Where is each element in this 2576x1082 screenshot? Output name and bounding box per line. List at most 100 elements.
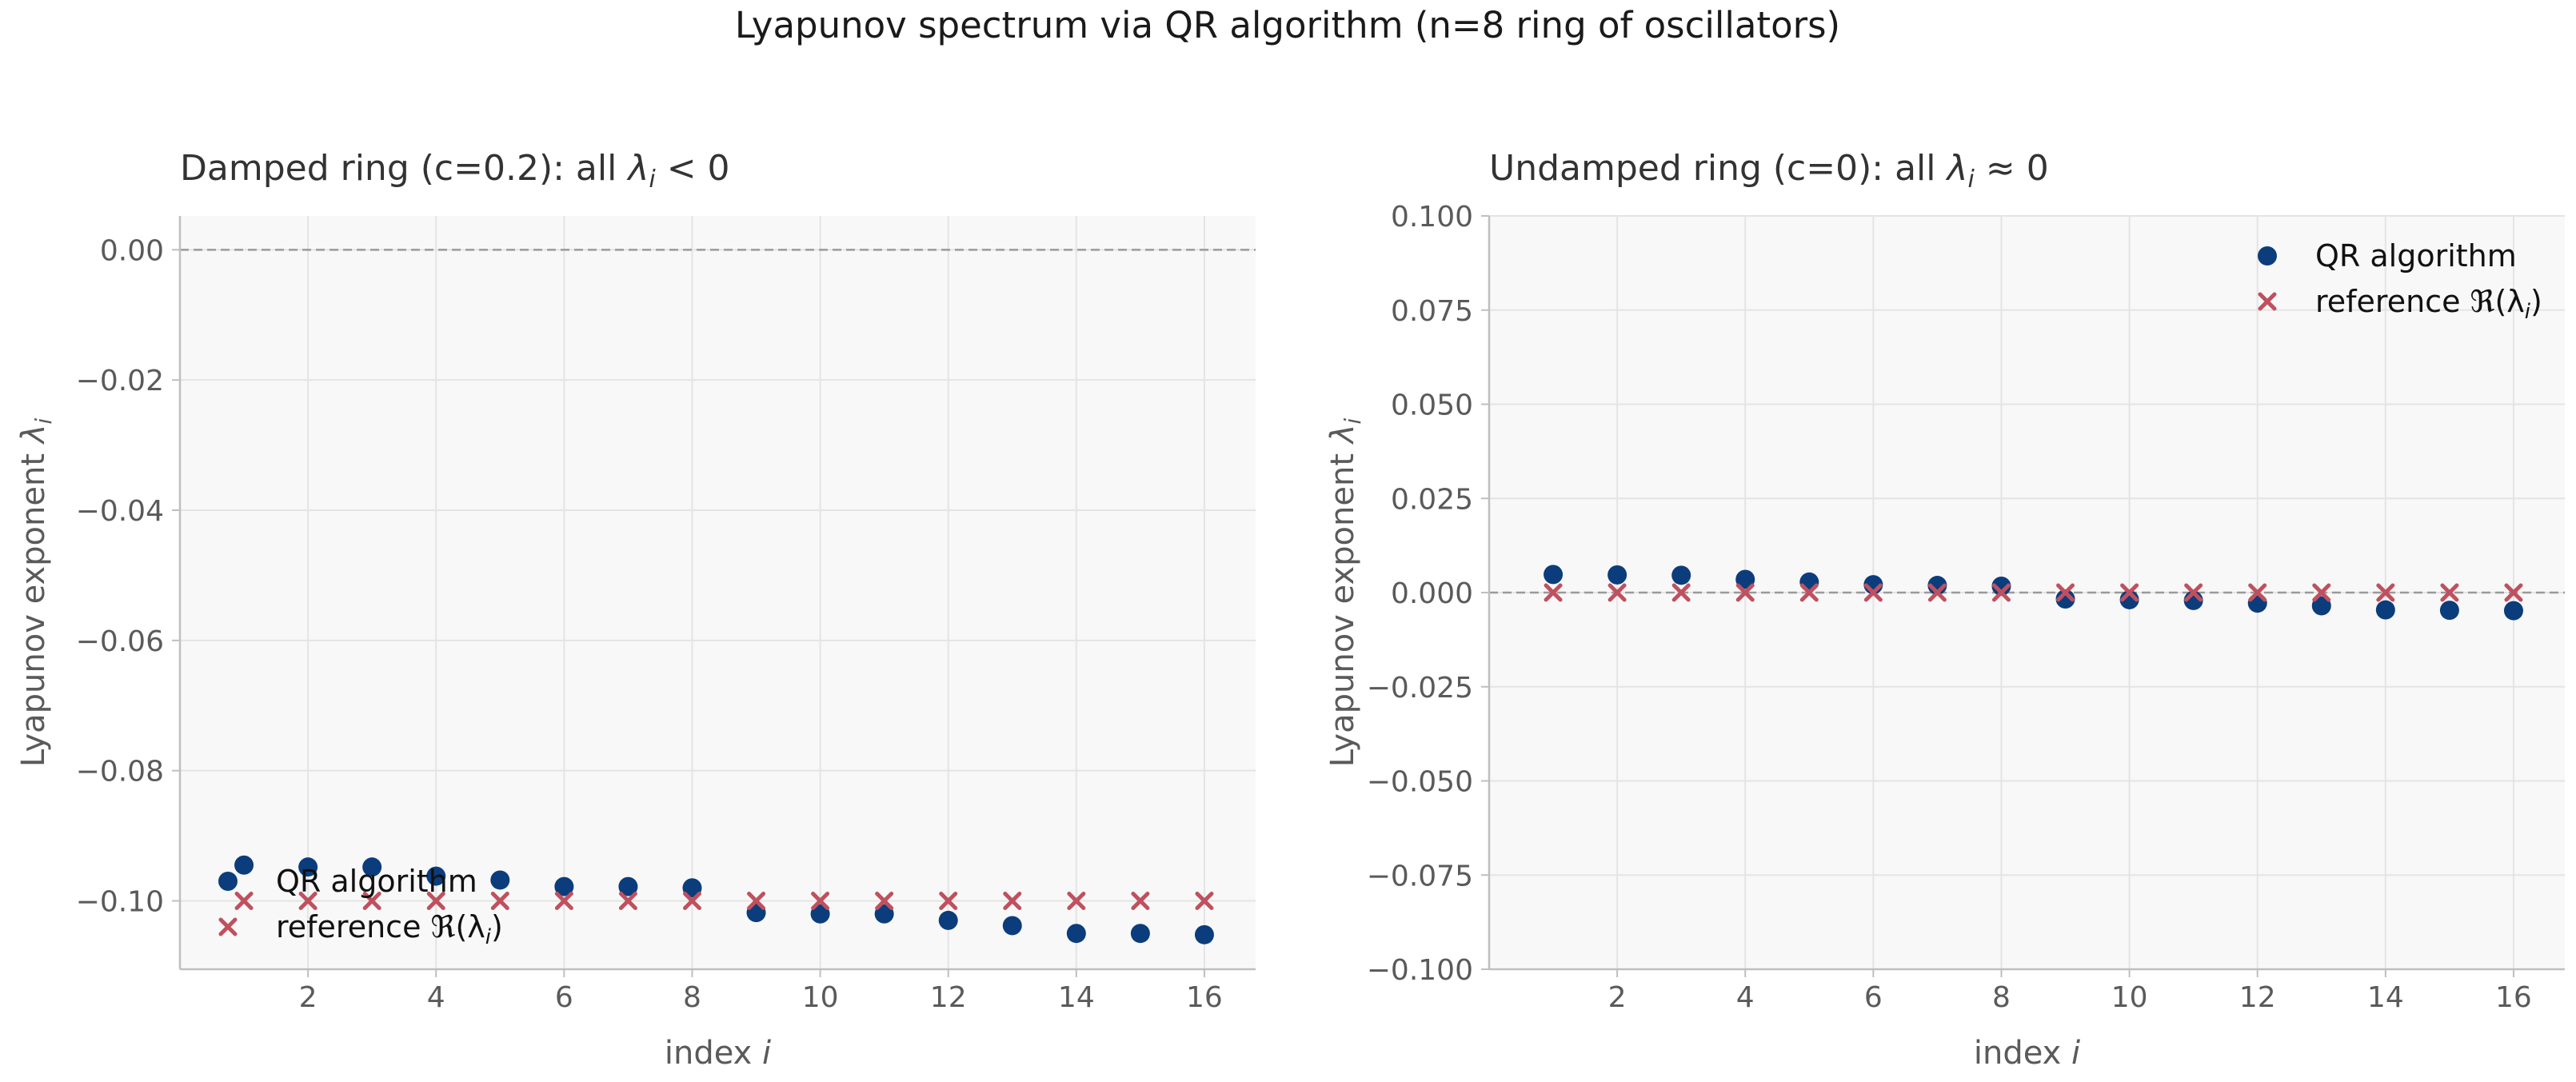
qr-point: [2055, 589, 2075, 609]
reference-point: [426, 892, 445, 911]
x-tick-label: 14: [2367, 981, 2404, 1014]
y-tick-label: −0.08: [76, 756, 164, 789]
x-tick-label: 12: [2239, 981, 2276, 1014]
x-axis-label: index i: [665, 1035, 771, 1072]
reference-point: [682, 892, 701, 911]
legend-reference-name: reference: [276, 909, 431, 944]
qr-point: [2311, 596, 2331, 616]
y-axis-label-subscript: i: [1340, 418, 1366, 425]
qr-point: [938, 910, 958, 930]
chart-title-subscript: i: [1968, 166, 1975, 194]
y-tick-label: −0.050: [1367, 766, 1473, 799]
reference-point: [2248, 583, 2267, 602]
qr-point: [1735, 569, 1755, 589]
reference-point: [2120, 583, 2139, 602]
legend-reference-math: ℜ(λ: [2470, 284, 2525, 319]
x-axis-label-text: index: [1974, 1035, 2071, 1072]
x-tick-label: 14: [1058, 981, 1095, 1014]
damped-ring-chart: 2 4 6 8 10 12 14 16 0.00 −0.02 −0.04 −0.06 −0.08 −0.1…: [15, 148, 1256, 1072]
reference-point: [1067, 892, 1086, 911]
legend-reference-subscript: i: [485, 925, 492, 949]
y-tick-label: −0.04: [76, 495, 164, 528]
x-tick-label: 16: [1186, 981, 1223, 1014]
y-axis-label-lambda: λ: [1324, 425, 1361, 445]
x-tick-label: 4: [427, 981, 445, 1014]
chart-title: Undamped ring (c=0): all λi ≈ 0: [1489, 148, 2049, 194]
y-tick-label: −0.10: [76, 886, 164, 919]
legend-reference-label: reference ℜ(λi): [2315, 284, 2542, 324]
legend-qr-marker: [218, 872, 238, 891]
legend-reference-close: ): [491, 909, 503, 944]
y-tick-label: −0.075: [1367, 860, 1473, 892]
legend-reference-close: ): [2530, 284, 2542, 319]
y-tick-label: 0.050: [1391, 389, 1473, 422]
qr-point: [234, 855, 254, 875]
chart-title-subscript: i: [649, 166, 656, 194]
reference-point: [2184, 583, 2203, 602]
legend-qr-marker: [2258, 246, 2277, 266]
y-tick-label: 0.075: [1391, 295, 1473, 328]
legend-qr-label: QR algorithm: [2315, 238, 2517, 273]
chart-title-lambda: λ: [1945, 148, 1967, 189]
x-tick-label: 12: [930, 981, 967, 1014]
qr-point: [490, 870, 510, 890]
legend: QR algorithm reference ℜ(λi): [2258, 238, 2542, 324]
qr-point: [874, 904, 894, 924]
y-tick-label: −0.06: [76, 625, 164, 658]
reference-point: [875, 892, 894, 911]
reference-point: [1131, 892, 1150, 911]
qr-point: [1544, 565, 1564, 585]
legend-reference-subscript: i: [2525, 300, 2531, 324]
y-axis-label: Lyapunov exponent λi: [15, 418, 57, 768]
qr-point: [618, 876, 638, 896]
y-tick-label: 0.00: [100, 234, 164, 267]
y-axis-label-text: Lyapunov exponent: [1324, 443, 1361, 767]
y-axis-label-lambda: λ: [15, 425, 52, 445]
qr-point: [1194, 924, 1214, 944]
x-tick-label: 6: [555, 981, 573, 1014]
qr-point: [426, 866, 446, 886]
reference-point: [2312, 583, 2331, 602]
qr-point: [2375, 600, 2395, 620]
y-tick-label: 0.100: [1391, 201, 1473, 234]
y-tick-label: 0.025: [1391, 483, 1473, 516]
legend-reference-name: reference: [2315, 284, 2470, 319]
x-tick-label: 16: [2495, 981, 2532, 1014]
x-tick-label: 8: [1992, 981, 2011, 1014]
qr-point: [362, 857, 382, 877]
chart-title-prefix: Undamped ring (c=0): all: [1489, 148, 1947, 189]
reference-point: [2376, 583, 2395, 602]
y-axis-label: Lyapunov exponent λi: [1324, 418, 1366, 768]
reference-point: [618, 892, 637, 911]
reference-point: [1927, 583, 1947, 602]
plot-area: [180, 216, 1256, 969]
legend-reference-marker: [2258, 292, 2277, 311]
x-axis-label-var: i: [2071, 1035, 2080, 1072]
qr-point: [1066, 924, 1086, 944]
reference-point: [298, 892, 318, 911]
x-tick-label: 6: [1864, 981, 1883, 1014]
reference-point: [1195, 892, 1214, 911]
qr-point: [1991, 576, 2011, 596]
y-axis-label-subscript: i: [30, 418, 57, 425]
x-axis-label: index i: [1974, 1035, 2080, 1072]
qr-point: [1671, 565, 1691, 585]
x-tick-label: 2: [299, 981, 318, 1014]
y-tick-label: −0.02: [76, 365, 164, 397]
reference-point: [1735, 583, 1755, 602]
qr-point: [810, 904, 830, 924]
reference-point: [554, 892, 573, 911]
reference-point: [811, 892, 830, 911]
chart-title-suffix: ≈ 0: [1975, 148, 2049, 189]
qr-point: [2247, 593, 2267, 613]
x-tick-label: 8: [683, 981, 701, 1014]
qr-point: [682, 878, 702, 898]
y-tick-label: 0.000: [1391, 577, 1473, 610]
reference-point: [1799, 583, 1819, 602]
qr-point: [2503, 601, 2523, 621]
x-axis-label-text: index: [665, 1035, 762, 1072]
legend-reference-marker: [218, 917, 238, 936]
y-tick-label: −0.025: [1367, 672, 1473, 705]
qr-point: [1130, 924, 1150, 944]
undamped-ring-chart: 2 4 6 8 10 12 14 16 0.100 0.075 0.050 0.025 0.000 −0.…: [1324, 148, 2565, 1072]
